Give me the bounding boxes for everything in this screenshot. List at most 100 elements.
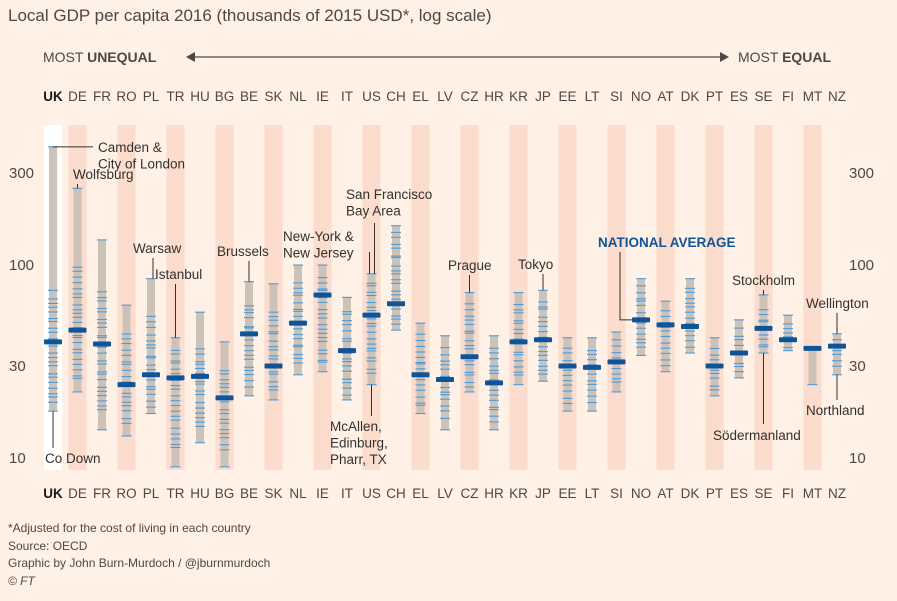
country-label-top: BE bbox=[240, 89, 258, 104]
country-label-bottom: HU bbox=[190, 486, 210, 501]
country-label-bottom: SI bbox=[610, 486, 623, 501]
national-average-mark bbox=[754, 325, 773, 331]
range-bar bbox=[539, 290, 547, 382]
chart-footer: *Adjusted for the cost of living in each… bbox=[8, 520, 270, 590]
country-label-top: AT bbox=[657, 89, 673, 104]
column-band-pt bbox=[705, 125, 724, 470]
country-label-top: IT bbox=[341, 89, 353, 104]
national-average-mark bbox=[681, 324, 699, 330]
country-label-bottom: FR bbox=[93, 486, 111, 501]
country-label-bottom: FI bbox=[782, 486, 794, 501]
region-lines bbox=[170, 337, 181, 468]
national-average-mark bbox=[68, 327, 87, 333]
region-lines bbox=[48, 146, 58, 412]
y-tick-label-right: 10 bbox=[849, 450, 866, 467]
national-average-mark bbox=[44, 339, 62, 345]
range-bar bbox=[49, 146, 57, 412]
country-label-bottom: EE bbox=[558, 486, 576, 501]
national-average-mark bbox=[411, 372, 430, 378]
region-lines bbox=[709, 337, 720, 397]
country-label-bottom: NZ bbox=[828, 486, 846, 501]
country-label-bottom: CH bbox=[386, 486, 406, 501]
country-label-top: RO bbox=[116, 89, 136, 104]
region-lines bbox=[489, 335, 499, 431]
national-average-mark bbox=[460, 354, 479, 360]
credit-note: Graphic by John Burn-Murdoch / @jburnmur… bbox=[8, 556, 271, 570]
national-average-mark bbox=[166, 375, 185, 381]
region-lines bbox=[244, 281, 254, 397]
y-tick-label-left: 10 bbox=[9, 450, 26, 467]
leader-national-average bbox=[619, 252, 632, 321]
national-average-mark bbox=[191, 373, 209, 379]
annotation-prague: Prague bbox=[448, 258, 492, 273]
country-label-top: SE bbox=[754, 89, 772, 104]
national-average-mark bbox=[583, 364, 601, 370]
country-label-bottom: RO bbox=[116, 486, 136, 501]
annotation-mcallen: Pharr, TX bbox=[330, 452, 387, 467]
range-bar bbox=[73, 188, 82, 392]
annotation-camden: Camden & bbox=[98, 140, 162, 155]
column-band-el bbox=[411, 125, 430, 470]
country-label-top: SI bbox=[610, 89, 623, 104]
country-label-top: LT bbox=[585, 89, 600, 104]
range-bar bbox=[98, 239, 106, 430]
y-tick-label-left: 30 bbox=[9, 358, 26, 375]
range-bar bbox=[637, 278, 645, 356]
country-label-top: NO bbox=[631, 89, 651, 104]
country-label-top: CZ bbox=[461, 89, 479, 104]
y-tick-label-left: 300 bbox=[9, 165, 34, 182]
country-label-top: DE bbox=[68, 89, 87, 104]
country-label-top: NL bbox=[289, 89, 307, 104]
source-note: Source: OECD bbox=[8, 538, 88, 553]
national-average-mark bbox=[656, 322, 675, 328]
country-label-top: DK bbox=[681, 89, 700, 104]
country-label-top: UK bbox=[43, 89, 63, 104]
national-average-mark bbox=[215, 395, 234, 401]
country-label-bottom: BG bbox=[215, 486, 235, 501]
annotation-warsaw: Warsaw bbox=[133, 241, 182, 256]
range-bar bbox=[220, 341, 229, 467]
national-average-mark bbox=[313, 292, 332, 298]
most-unequal-label: MOST UNEQUAL bbox=[43, 49, 157, 65]
region-lines bbox=[415, 322, 426, 415]
region-lines bbox=[342, 296, 352, 401]
national-average-mark bbox=[142, 372, 160, 378]
country-label-top: PL bbox=[143, 89, 160, 104]
region-lines bbox=[366, 273, 377, 386]
region-lines bbox=[72, 187, 83, 393]
range-bar bbox=[808, 348, 817, 385]
range-bar bbox=[392, 225, 400, 331]
country-label-bottom: NL bbox=[289, 486, 307, 501]
national-average-mark bbox=[534, 337, 552, 343]
country-label-top: JP bbox=[535, 89, 551, 104]
country-label-bottom: US bbox=[362, 486, 381, 501]
country-label-top: MT bbox=[803, 89, 823, 104]
range-bar bbox=[147, 278, 155, 414]
arrow-right-head-icon bbox=[720, 52, 729, 62]
y-tick-label-right: 100 bbox=[849, 257, 874, 274]
range-bar bbox=[294, 265, 302, 375]
annotation-san-francisco: Bay Area bbox=[346, 204, 401, 219]
annotation-northland: Northland bbox=[806, 403, 865, 418]
country-label-bottom: IT bbox=[341, 486, 353, 501]
country-label-bottom: EL bbox=[412, 486, 429, 501]
country-label-top: LV bbox=[437, 89, 453, 104]
national-average-mark bbox=[93, 341, 111, 347]
national-average-label: NATIONAL AVERAGE bbox=[598, 235, 736, 250]
country-label-top: FR bbox=[93, 89, 111, 104]
country-label-top: NZ bbox=[828, 89, 846, 104]
range-bar bbox=[465, 292, 474, 392]
arrow-left-head-icon bbox=[186, 52, 195, 62]
country-label-bottom: UK bbox=[43, 486, 63, 501]
country-label-top: SK bbox=[264, 89, 282, 104]
chart-title: Local GDP per capita 2016 (thousands of … bbox=[8, 6, 492, 25]
national-average-mark bbox=[289, 320, 307, 326]
country-label-bottom: PT bbox=[706, 486, 723, 501]
country-label-bottom: LT bbox=[585, 486, 600, 501]
region-lines bbox=[146, 278, 156, 415]
national-average-mark bbox=[509, 339, 528, 345]
range-bar bbox=[171, 337, 180, 467]
country-label-bottom: IE bbox=[316, 486, 329, 501]
country-label-bottom: TR bbox=[167, 486, 185, 501]
